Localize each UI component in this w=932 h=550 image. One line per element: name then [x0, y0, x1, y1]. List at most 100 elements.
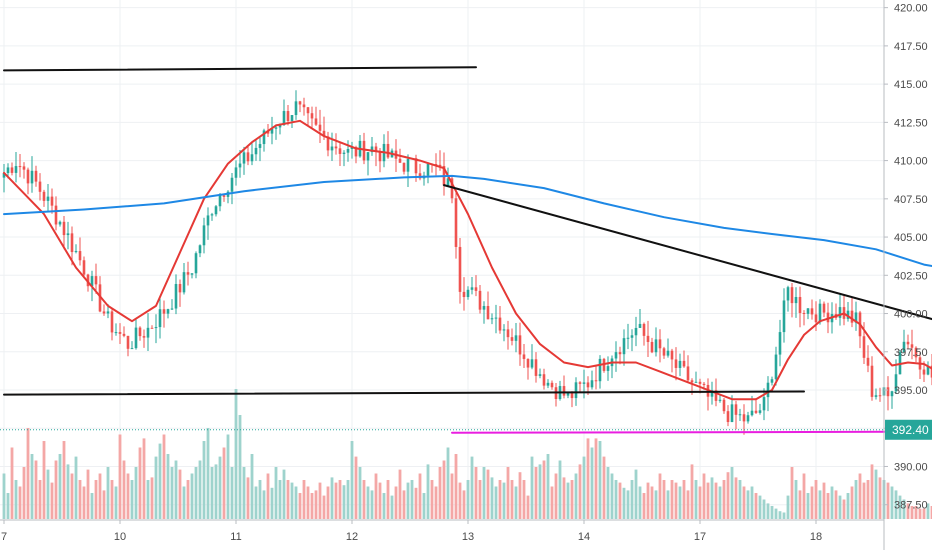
volume-bar-down	[94, 480, 98, 519]
volume-bar-down	[834, 490, 838, 519]
candle-up	[482, 306, 486, 310]
price-tick-label: 395.00	[894, 385, 928, 397]
volume-bar-up	[406, 482, 410, 519]
volume-bar-up	[766, 503, 770, 519]
candle-down	[434, 164, 438, 166]
volume-bar-down	[734, 477, 738, 519]
volume-bar-down	[570, 480, 574, 519]
candle-up	[202, 225, 206, 246]
candle-up	[90, 276, 94, 287]
volume-bar-down	[82, 486, 86, 519]
volume-bar-down	[798, 490, 802, 519]
volume-bar-up	[194, 467, 198, 519]
candle-up	[466, 289, 470, 298]
candle-up	[622, 338, 626, 355]
volume-bar-down	[186, 480, 190, 519]
volume-bar-up	[106, 467, 110, 519]
volume-bar-up	[606, 467, 610, 519]
candle-up	[766, 382, 770, 398]
volume-bar-down	[110, 480, 114, 519]
volume-bar-up	[234, 389, 238, 519]
volume-bar-up	[502, 482, 506, 519]
candle-up	[718, 399, 722, 401]
volume-bar-up	[490, 477, 494, 519]
volume-bar-down	[682, 480, 686, 519]
candle-up	[2, 173, 6, 178]
candle-down	[438, 164, 442, 167]
candle-up	[470, 287, 474, 290]
volume-bar-up	[530, 456, 534, 519]
time-tick-label: 18	[810, 531, 822, 543]
candle-up	[794, 296, 798, 304]
volume-bar-down	[354, 456, 358, 519]
candle-up	[606, 366, 610, 371]
candle-down	[702, 383, 706, 385]
volume-bar-up	[6, 493, 10, 519]
candle-up	[330, 146, 334, 151]
volume-bar-down	[870, 464, 874, 519]
candle-up	[446, 178, 450, 186]
candle-up	[218, 195, 222, 207]
candle-down	[42, 191, 46, 201]
volume-bar-down	[322, 495, 326, 519]
volume-bar-down	[454, 454, 458, 519]
volume-bar-up	[254, 486, 258, 519]
volume-bar-up	[2, 473, 6, 519]
volume-bar-up	[626, 490, 630, 519]
volume-bar-up	[638, 486, 642, 519]
volume-bar-up	[342, 485, 346, 519]
volume-bar-down	[386, 480, 390, 519]
volume-bar-down	[138, 447, 142, 519]
price-tick-label: 420.00	[894, 3, 928, 15]
price-tick-label: 415.00	[894, 79, 928, 91]
volume-bar-down	[310, 493, 314, 519]
volume-bar-down	[478, 480, 482, 519]
time-tick-label: 10	[114, 531, 126, 543]
candle-up	[370, 146, 374, 153]
candle-down	[866, 357, 870, 366]
volume-bar-up	[494, 486, 498, 519]
candle-down	[562, 386, 566, 396]
candle-up	[258, 144, 262, 148]
volume-bar-down	[142, 438, 146, 519]
price-tick-label: 410.00	[894, 156, 928, 168]
volume-bar-up	[902, 499, 906, 519]
volume-bar-up	[218, 456, 222, 519]
volume-bar-down	[102, 490, 106, 519]
candle-up	[666, 350, 670, 356]
candle-down	[642, 323, 646, 336]
candle-up	[6, 167, 10, 174]
price-tick-label: 390.00	[894, 461, 928, 473]
volume-bar-down	[86, 469, 90, 519]
candle-down	[454, 198, 458, 247]
volume-bar-up	[538, 464, 542, 519]
volume-bar-down	[98, 473, 102, 519]
volume-bar-up	[582, 456, 586, 519]
volume-bar-up	[134, 467, 138, 519]
candle-up	[806, 308, 810, 314]
volume-bar-up	[242, 467, 246, 519]
drawing-layer	[0, 66, 932, 434]
volume-bar-up	[614, 480, 618, 519]
volume-bar-up	[278, 480, 282, 519]
volume-bar-up	[890, 486, 894, 519]
candle-up	[210, 214, 214, 216]
candle-up	[74, 251, 78, 253]
volume-bar-down	[686, 490, 690, 519]
volume-bar-up	[622, 487, 626, 519]
volume-bar-down	[910, 506, 914, 519]
candle-up	[234, 167, 238, 178]
volume-bar-up	[590, 447, 594, 519]
candle-down	[658, 339, 662, 349]
candle-down	[814, 314, 818, 323]
volume-bar-up	[230, 467, 234, 519]
candle-up	[894, 374, 898, 392]
volume-bar-down	[914, 506, 918, 519]
candle-up	[694, 381, 698, 383]
price-tick-label: 397.50	[894, 347, 928, 359]
volume-bar-up	[770, 506, 774, 519]
candle-up	[770, 379, 774, 383]
volume-bar-down	[526, 495, 530, 519]
volume-bar-down	[402, 490, 406, 519]
